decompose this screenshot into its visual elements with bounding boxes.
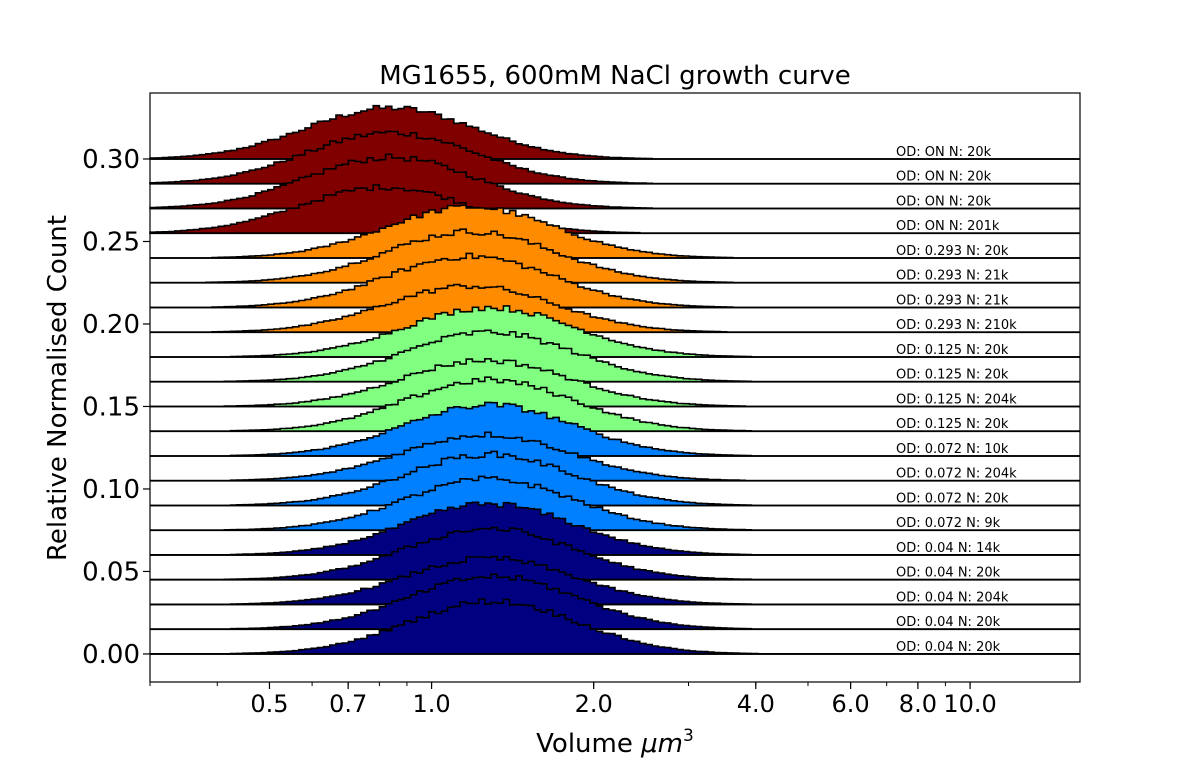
y-tick-label: 0.15 [82,392,140,422]
series-fill [150,229,1080,283]
series-fill [150,451,1080,506]
series-fill [150,253,1080,308]
series-histogram [150,573,1080,631]
y-tick-label: 0.00 [82,640,140,670]
x-tick-label: 4.0 [737,690,775,718]
series-label: OD: 0.072 N: 20k [896,492,1009,507]
series-histogram [150,376,1080,433]
x-tick-label: 0.5 [250,690,288,718]
series-label: OD: ON N: 20k [896,145,992,160]
series-fill [150,599,1080,654]
series-label: OD: 0.293 N: 21k [896,269,1009,284]
series-fill [150,574,1080,630]
series-label: OD: 0.293 N: 210k [896,318,1017,333]
series-fill [150,556,1080,605]
x-tick-label: 0.7 [329,690,367,718]
y-axis-label: Relative Normalised Count [43,215,73,561]
series-histogram [150,526,1080,581]
series-histogram [150,329,1080,383]
series-fill [150,476,1080,531]
series-fill [150,284,1080,333]
chart-title: MG1655, 600mM NaCl growth curve [379,61,851,91]
series-histogram [150,450,1080,507]
x-axis-label-exponent: 3 [683,726,694,746]
series-histogram [150,228,1080,284]
series-label: OD: 0.04 N: 20k [896,566,1001,581]
series-label: OD: 0.04 N: 20k [896,640,1001,655]
y-axis: 0.00 0.05 0.10 0.15 0.20 0.25 0.30 [82,145,150,670]
series-label: OD: 0.04 N: 204k [896,591,1009,606]
series-fill [150,377,1080,432]
series-label: OD: 0.125 N: 204k [896,393,1017,408]
series-label: OD: 0.04 N: 20k [896,615,1001,630]
series-histogram [150,283,1080,334]
series-fill [150,184,1080,234]
y-tick-label: 0.20 [82,310,140,340]
series-fill [150,205,1080,258]
series-label: OD: 0.072 N: 9k [896,516,1001,531]
plot-frame [149,92,1081,683]
series-histogram [150,305,1080,358]
series-fill [150,358,1080,407]
y-tick-label: 0.10 [82,475,140,505]
series-label: OD: ON N: 20k [896,170,992,185]
series-label: OD: 0.125 N: 20k [896,343,1009,358]
y-tick-label: 0.05 [82,557,140,587]
x-axis-label-unit: μm [640,729,683,759]
x-axis-label-text: Volume [536,729,641,759]
x-tick-label: 1.0 [412,690,450,718]
series-histogram [150,501,1080,556]
series-fill [150,402,1080,456]
x-tick-label: 10.0 [943,690,996,718]
series-histogram [150,252,1080,309]
series-label-layer: OD: 0.04 N: 20k OD: 0.04 N: 20k OD: 0.04 N… [896,145,1017,655]
x-tick-label: 6.0 [832,690,870,718]
series-histogram [150,358,1080,408]
y-tick-label: 0.30 [82,145,140,175]
x-axis: 0.5 0.7 1.0 2.0 4.0 6.0 8.0 10.0 [149,682,997,718]
series-label: OD: 0.072 N: 10k [896,442,1009,457]
series-label: OD: 0.293 N: 20k [896,244,1009,259]
series-fill [150,432,1080,481]
series-fill [150,330,1080,382]
series-histogram [150,598,1080,655]
series-layer [149,104,1080,655]
series-label: OD: ON N: 20k [896,195,992,210]
series-label: OD: 0.293 N: 21k [896,294,1009,309]
series-histogram [150,475,1080,532]
series-histogram [150,204,1080,259]
series-label: OD: 0.125 N: 20k [896,417,1009,432]
x-tick-label: 8.0 [899,690,937,718]
series-label: OD: 0.04 N: 14k [896,541,1001,556]
series-label: OD: ON N: 201k [896,219,1000,234]
x-axis-label: Volume μm3 [536,726,694,759]
series-fill [150,502,1080,555]
series-label: OD: 0.125 N: 20k [896,368,1009,383]
y-tick-label: 0.25 [82,227,140,257]
series-fill [150,527,1080,580]
x-tick-label: 2.0 [575,690,613,718]
series-label: OD: 0.072 N: 204k [896,467,1017,482]
series-histogram [150,555,1080,606]
series-fill [150,305,1080,357]
series-histogram [150,431,1080,482]
series-histogram [150,401,1080,457]
